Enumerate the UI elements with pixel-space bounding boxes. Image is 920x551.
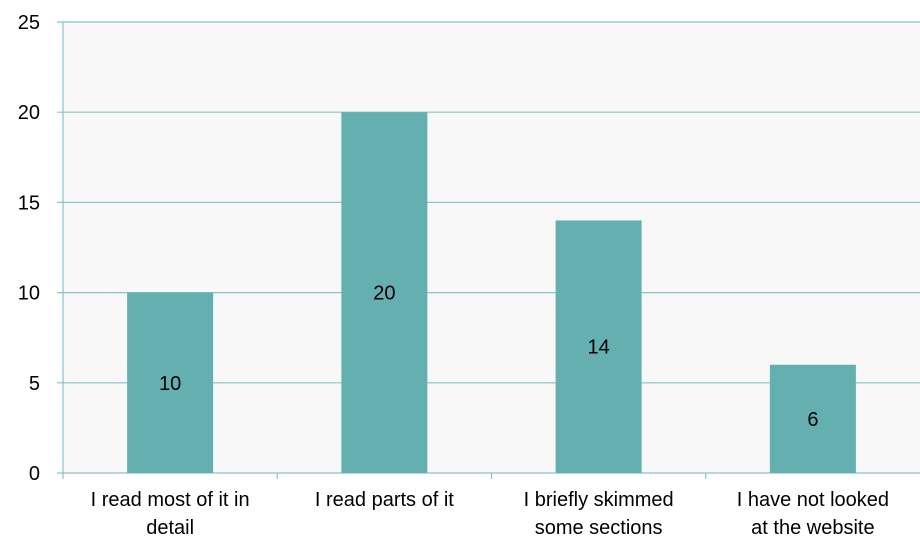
axes — [62, 22, 707, 479]
data-label: 20 — [373, 283, 395, 305]
bar — [769, 364, 856, 473]
x-category-label: I have not looked — [737, 489, 889, 511]
x-category-label: at the website — [751, 517, 874, 539]
x-category-label: detail — [146, 517, 194, 539]
data-labels: 10 20 14 6 — [159, 283, 818, 431]
x-category-label: I briefly skimmed — [524, 489, 674, 511]
x-category-labels: I read most of it in detail I read parts o… — [91, 489, 889, 539]
bar — [555, 220, 642, 473]
x-category-label: I read most of it in — [91, 489, 250, 511]
data-label: 14 — [588, 337, 610, 359]
bars — [127, 112, 856, 473]
y-tick-label: 25 — [18, 12, 40, 34]
y-tick-label: 10 — [18, 283, 40, 305]
y-tick-label: 5 — [29, 373, 40, 395]
y-tick-label: 20 — [18, 102, 40, 124]
x-category-label: some sections — [535, 517, 663, 539]
x-category-label: I read parts of it — [315, 489, 454, 511]
y-tick-label: 0 — [29, 463, 40, 485]
data-label: 6 — [807, 409, 818, 431]
data-label: 10 — [159, 373, 181, 395]
bar — [127, 292, 214, 473]
y-tick-label: 15 — [18, 192, 40, 214]
bar — [341, 112, 428, 473]
y-tick-labels: 0 5 10 15 20 25 — [18, 12, 40, 485]
